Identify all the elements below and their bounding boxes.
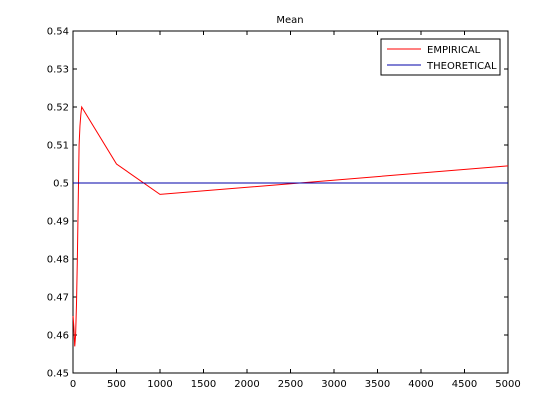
legend-label-theoretical: THEORETICAL bbox=[426, 61, 497, 72]
y-tick-label: 0.51 bbox=[47, 141, 69, 152]
y-tick-label: 0.47 bbox=[47, 293, 69, 304]
legend-box bbox=[380, 38, 501, 76]
series-layer bbox=[72, 105, 509, 347]
x-tick-label: 2500 bbox=[278, 379, 303, 390]
y-tick-label: 0.48 bbox=[47, 255, 69, 266]
x-tick-label: 3500 bbox=[365, 379, 390, 390]
legend: EMPIRICAL THEORETICAL bbox=[380, 38, 501, 76]
y-tick-label: 0.54 bbox=[47, 27, 69, 38]
series-line-empirical bbox=[72, 105, 509, 347]
x-tick-label: 500 bbox=[107, 379, 126, 390]
y-tick-label: 0.5 bbox=[53, 179, 69, 190]
x-tick-label: 2000 bbox=[234, 379, 259, 390]
x-tick-label: 4000 bbox=[408, 379, 433, 390]
y-tick-label: 0.45 bbox=[47, 369, 69, 380]
axes-layer: 0 500 1000 1500 2000 2500 3000 3500 4000 4500 5000… bbox=[47, 27, 521, 391]
plot-area bbox=[72, 30, 509, 374]
y-tick-label: 0.46 bbox=[47, 331, 69, 342]
x-tick-label: 4500 bbox=[452, 379, 477, 390]
x-tick-label: 5000 bbox=[495, 379, 520, 390]
y-tick-label: 0.53 bbox=[47, 65, 69, 76]
x-tick-label: 1000 bbox=[147, 379, 172, 390]
y-tick-label: 0.49 bbox=[47, 217, 69, 228]
y-tick-label: 0.52 bbox=[47, 103, 69, 114]
chart-title: Mean bbox=[276, 15, 303, 26]
x-tick-label: 0 bbox=[70, 379, 76, 390]
x-tick-label: 1500 bbox=[191, 379, 216, 390]
legend-label-empirical: EMPIRICAL bbox=[427, 45, 481, 56]
x-tick-label: 3000 bbox=[321, 379, 346, 390]
